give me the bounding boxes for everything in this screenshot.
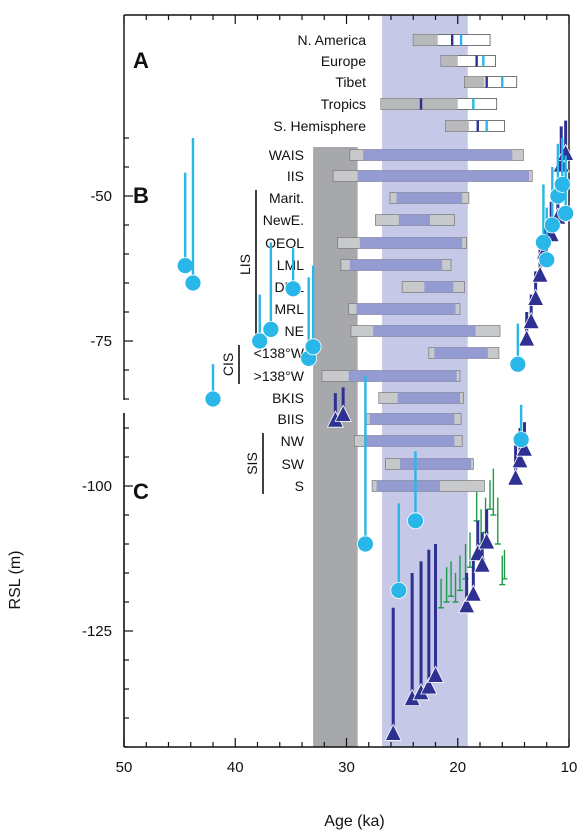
ice-range-inner xyxy=(424,281,454,293)
range-gray xyxy=(441,55,458,67)
ice-sheet-label: SW xyxy=(281,456,304,472)
ice-sheet-label: OEOL xyxy=(265,235,304,251)
region-label: Tibet xyxy=(335,74,366,90)
group-label: SIS xyxy=(244,452,260,475)
ice-range-inner xyxy=(349,259,443,271)
x-tick-label: 30 xyxy=(338,759,355,776)
ice-range-inner xyxy=(376,480,440,492)
group-label: CIS xyxy=(220,353,236,376)
panel-a: A N. America Europe Tibet Tropics S. Hemisphe… xyxy=(133,32,518,134)
y-tick-label: -75 xyxy=(90,333,112,350)
triangle-marker xyxy=(426,665,445,683)
ice-range-inner xyxy=(357,170,529,182)
ice-range-inner xyxy=(369,413,455,425)
ice-range-inner xyxy=(348,370,457,382)
triangle-marker xyxy=(334,404,352,422)
circle-marker xyxy=(538,251,556,269)
ice-range-inner xyxy=(359,237,463,249)
ice-sheet-label: LML xyxy=(277,257,304,273)
ice-sheet-label: S xyxy=(295,478,304,494)
group-label: LIS xyxy=(237,254,253,275)
triangle-marker xyxy=(458,595,476,614)
panel-letter-c: C xyxy=(133,479,149,504)
region-label: N. America xyxy=(298,32,367,48)
range-gray xyxy=(464,76,485,88)
ice-sheet-label: WAIS xyxy=(269,147,304,163)
ice-range-inner xyxy=(373,325,476,337)
triangle-marker xyxy=(515,439,534,457)
panel-b: BWAISIISMarit.NewE.OEOLLMLDMLMRLNE<138°W… xyxy=(133,147,533,494)
range-gray xyxy=(445,120,469,132)
circle-marker xyxy=(543,216,561,234)
ice-sheet-label: NW xyxy=(281,433,305,449)
ice-sheet-label: <138°W xyxy=(254,345,305,361)
x-axis-title: Age (ka) xyxy=(324,813,384,830)
range-gray xyxy=(380,98,458,110)
y-axis-title: RSL (m) xyxy=(7,551,24,610)
y-tick-label: -100 xyxy=(82,478,112,495)
circle-marker xyxy=(553,175,571,193)
ice-sheet-label: NewE. xyxy=(263,212,304,228)
triangle-marker xyxy=(464,584,482,602)
ice-range-inner xyxy=(363,149,513,161)
circle-marker xyxy=(407,512,424,530)
circle-marker xyxy=(304,338,322,356)
ice-range-inner xyxy=(398,214,430,226)
triangle-marker xyxy=(518,329,536,347)
triangle-marker xyxy=(522,311,540,330)
triangle-marker xyxy=(478,532,496,550)
circle-marker xyxy=(390,582,408,599)
panel-letter-a: A xyxy=(133,48,149,73)
triangle-marker xyxy=(526,288,545,306)
ice-range-inner xyxy=(399,458,472,470)
y-tick-label: -125 xyxy=(82,623,112,640)
ice-sheet-label: NE xyxy=(285,323,304,339)
x-tick-label: 50 xyxy=(116,759,133,776)
x-tick-label: 40 xyxy=(227,759,244,776)
circle-marker xyxy=(512,431,530,449)
circle-marker xyxy=(262,320,280,338)
triangle-marker xyxy=(384,723,402,741)
ice-range-inner xyxy=(396,192,463,204)
ice-sheet-label: Marit. xyxy=(269,190,304,206)
panel-letter-b: B xyxy=(133,183,149,208)
ice-range-inner xyxy=(397,392,460,404)
y-tick-label: -50 xyxy=(90,188,112,205)
ice-sheet-label: MRL xyxy=(274,301,304,317)
circle-marker xyxy=(357,535,374,553)
circle-marker xyxy=(535,233,552,251)
triangle-marker xyxy=(420,677,438,695)
ice-sheet-label: BIIS xyxy=(278,411,304,427)
ice-sheet-label: IIS xyxy=(287,168,304,184)
x-tick-label: 10 xyxy=(561,759,578,776)
triangle-marker xyxy=(531,265,549,283)
ice-sheet-label: >138°W xyxy=(254,368,305,384)
circle-marker xyxy=(284,280,302,298)
panel-c: C xyxy=(133,120,575,741)
range-gray xyxy=(413,34,438,46)
circle-marker xyxy=(184,274,202,292)
ice-range-inner xyxy=(434,347,488,359)
circle-marker xyxy=(557,204,575,222)
circle-marker xyxy=(176,257,194,275)
shaded-interval xyxy=(313,147,358,747)
ice-sheet-label: BKIS xyxy=(272,390,304,406)
axes: 50 40 30 20 10 Age (ka) -50 -75 -100 -125 RSL (m) xyxy=(7,15,577,830)
triangle-marker xyxy=(506,468,525,486)
x-tick-label: 20 xyxy=(449,759,466,776)
ice-range-inner xyxy=(356,303,456,315)
region-label: Europe xyxy=(321,53,366,69)
circle-marker xyxy=(251,332,269,350)
triangle-marker xyxy=(473,555,491,573)
region-label: Tropics xyxy=(321,96,366,112)
triangle-marker xyxy=(511,450,529,469)
circle-marker xyxy=(509,355,527,373)
ice-range-inner xyxy=(364,435,455,447)
region-label: S. Hemisphere xyxy=(273,118,366,134)
circle-marker xyxy=(204,390,222,408)
